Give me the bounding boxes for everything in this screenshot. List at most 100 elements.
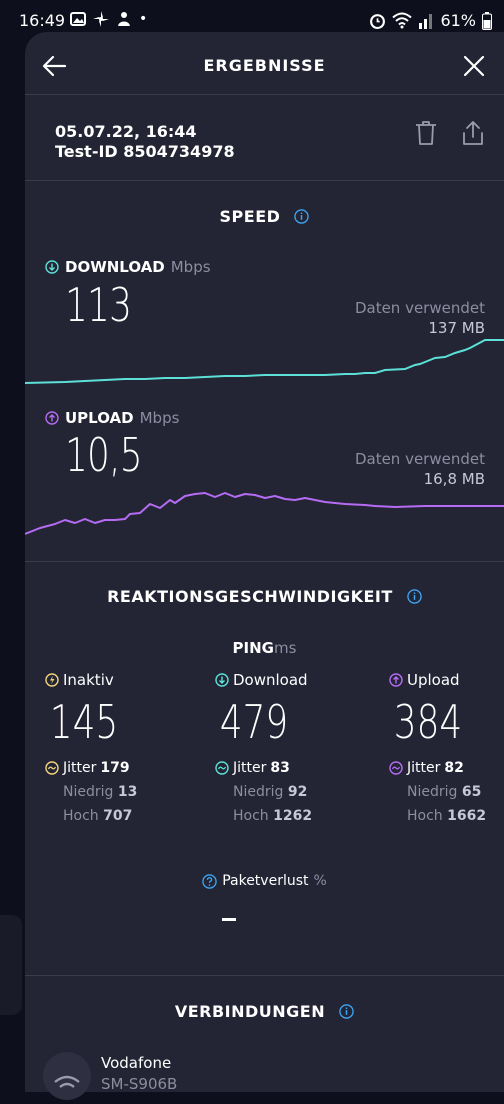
test-date: 05.07.22, 16:44 [55,122,197,141]
speed-divider [25,561,504,562]
download-arrow-icon [215,673,229,687]
high-value: 1262 [273,808,313,824]
ping-idle-label: Inaktiv [63,671,114,689]
status-notification-icons: • [70,11,147,27]
ping-upload-jitter: Jitter 82 [389,760,489,776]
connections-info-icon[interactable] [339,1004,354,1019]
jitter-value: 83 [270,760,290,776]
page-title: ERGEBNISSE [203,56,326,75]
high-value: 707 [103,808,133,824]
results-sheet: ERGEBNISSE 05.07.22, 16:44 Test-ID 85047… [25,32,504,1100]
ping-download-label: Download [233,671,308,689]
idle-lightning-icon [45,673,59,687]
download-label-text: DOWNLOAD [65,258,165,276]
ping-upload-header: Upload [389,670,489,690]
header-divider [25,94,504,95]
status-time: 16:49 [19,11,66,30]
signal-icon [419,13,433,29]
upload-arrow-icon [389,673,403,687]
upload-data-used-value: 16,8 MB [423,470,485,488]
high-label: Hoch [233,808,269,824]
battery-percent: 61% [440,11,476,30]
upload-speed-graph [25,492,504,535]
download-data-used-label: Daten verwendet [354,299,485,317]
low-label: Niedrig [407,784,458,800]
alarm-icon [370,14,386,29]
test-id: Test-ID 8504734978 [55,142,235,161]
ping-download-jitter: Jitter 83 [215,760,365,776]
low-value: 13 [117,784,138,800]
speed-info-icon[interactable] [294,209,310,224]
jitter-label: Jitter [233,760,267,776]
ping-download-low: Niedrig 92 [233,784,365,800]
pinwheel-icon [93,11,109,27]
reaction-section-title: REAKTIONSGESCHWINDIGKEIT [25,587,504,606]
ping-idle-low: Niedrig 13 [63,784,195,800]
jitter-value: 179 [100,760,130,776]
high-value: 1662 [447,808,487,824]
upload-speed-value: 10,5 [65,428,143,482]
download-unit: Mbps [170,258,211,276]
upload-label-text: UPLOAD [65,409,134,427]
provider-device: SM-S906B [101,1075,178,1093]
upload-label: UPLOAD Mbps [45,409,179,427]
ping-title: PINGms [25,639,504,657]
upload-data-used-label: Daten verwendet [354,450,485,468]
low-value: 92 [287,784,308,800]
low-label: Niedrig [233,784,284,800]
question-icon[interactable] [202,873,217,889]
person-icon [118,12,130,26]
upload-unit: Mbps [139,409,180,427]
status-system-icons: 61% [369,11,492,30]
ping-column-upload: Upload 384 Jitter 82 Niedrig 65 Hoch 166… [389,670,489,824]
ping-upload-high: Hoch 1662 [407,808,489,824]
high-label: Hoch [63,808,99,824]
ping-upload-label: Upload [407,671,460,689]
meta-divider [25,180,504,181]
packet-loss-unit: % [313,873,327,889]
gallery-icon [70,12,86,26]
ping-idle-header: Inaktiv [45,670,195,690]
ping-upload-value: 384 [393,695,463,749]
ping-upload-low: Niedrig 65 [407,784,489,800]
status-bar: 16:49 • 61% [0,0,504,40]
background-app-edge [0,915,22,1015]
upload-data-used: Daten verwendet 16,8 MB [355,449,485,489]
ping-download-value: 479 [219,695,289,749]
battery-icon [482,11,492,30]
wifi-icon [54,1075,80,1088]
low-label: Niedrig [63,784,114,800]
packet-loss-value-empty [222,918,236,921]
packet-loss-text: Paketverlust [222,873,309,889]
speed-title-text: SPEED [219,207,281,226]
download-speed-value: 113 [65,278,132,332]
trash-icon[interactable] [414,120,438,146]
download-data-used-value: 137 MB [428,319,485,337]
share-icon[interactable] [461,120,485,146]
download-arrow-icon [45,260,59,274]
high-label: Hoch [407,808,443,824]
provider-name: Vodafone [101,1054,172,1072]
ping-download-high: Hoch 1262 [233,808,365,824]
jitter-icon [389,761,403,775]
back-arrow-icon[interactable] [39,50,71,82]
jitter-icon [45,761,59,775]
ping-label: PING [232,639,274,657]
speed-section-title: SPEED [25,207,504,226]
download-speed-graph [25,339,504,384]
jitter-icon [215,761,229,775]
ping-idle-value: 145 [49,695,119,749]
reaction-info-icon[interactable] [407,589,422,604]
ping-unit: ms [274,639,297,657]
jitter-label: Jitter [63,760,97,776]
wifi-icon [392,12,413,29]
upload-arrow-icon [45,411,59,425]
ping-idle-jitter: Jitter 179 [45,760,195,776]
ping-column-download: Download 479 Jitter 83 Niedrig 92 Hoch 1… [215,670,365,824]
ping-download-header: Download [215,670,365,690]
download-data-used: Daten verwendet 137 MB [355,298,485,338]
low-value: 65 [461,784,482,800]
download-label: DOWNLOAD Mbps [45,258,211,276]
reaction-title-text: REAKTIONSGESCHWINDIGKEIT [107,587,393,606]
close-icon[interactable] [458,50,490,82]
